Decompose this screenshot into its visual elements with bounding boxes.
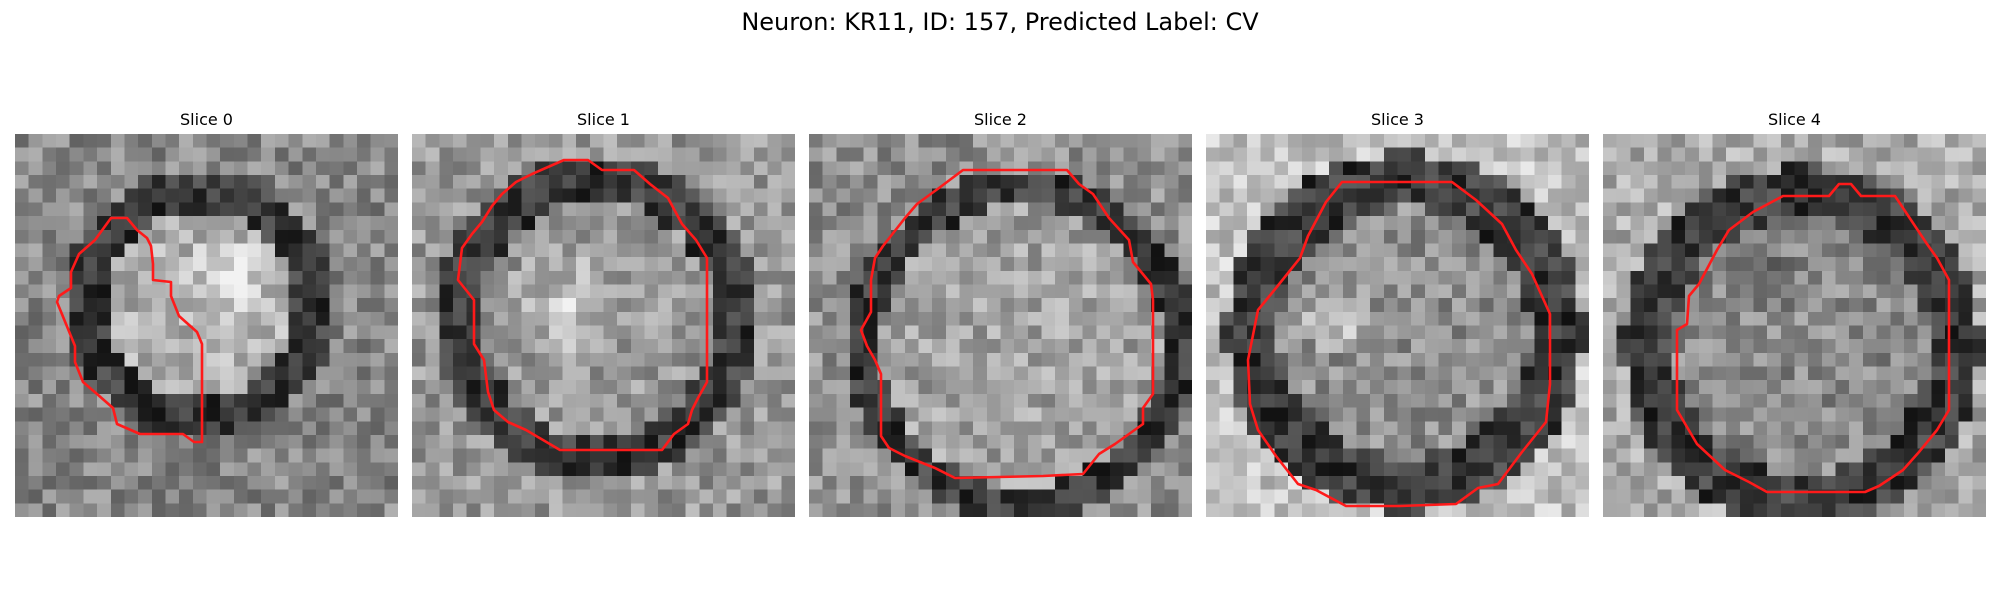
slice-0-image <box>15 134 398 517</box>
slice-4-panel <box>1603 134 1986 517</box>
slice-0-contour <box>55 216 204 444</box>
figure-title: Neuron: KR11, ID: 157, Predicted Label: … <box>741 8 1259 36</box>
slice-1-panel <box>412 134 795 517</box>
slice-0-overlay <box>55 216 204 444</box>
panel-title-slice-0: Slice 0 <box>180 110 233 129</box>
slice-4-overlay <box>1675 182 1951 494</box>
panel-title-slice-2: Slice 2 <box>974 110 1027 129</box>
panel-title-slice-3: Slice 3 <box>1371 110 1424 129</box>
slice-2-overlay <box>859 168 1155 480</box>
slice-3-image <box>1206 134 1589 517</box>
panel-title-slice-1: Slice 1 <box>577 110 630 129</box>
slice-4-image <box>1603 134 1986 517</box>
slice-2-panel <box>809 134 1192 517</box>
slice-1-overlay <box>456 158 709 452</box>
slice-3-contour <box>1246 180 1552 508</box>
slice-2-contour <box>859 168 1155 480</box>
slice-3-overlay <box>1246 180 1552 508</box>
slice-1-image <box>412 134 795 517</box>
slice-0-panel <box>15 134 398 517</box>
panel-title-slice-4: Slice 4 <box>1768 110 1821 129</box>
slice-1-contour <box>456 158 709 452</box>
slice-3-panel <box>1206 134 1589 517</box>
slice-2-image <box>809 134 1192 517</box>
slice-4-contour <box>1675 182 1951 494</box>
